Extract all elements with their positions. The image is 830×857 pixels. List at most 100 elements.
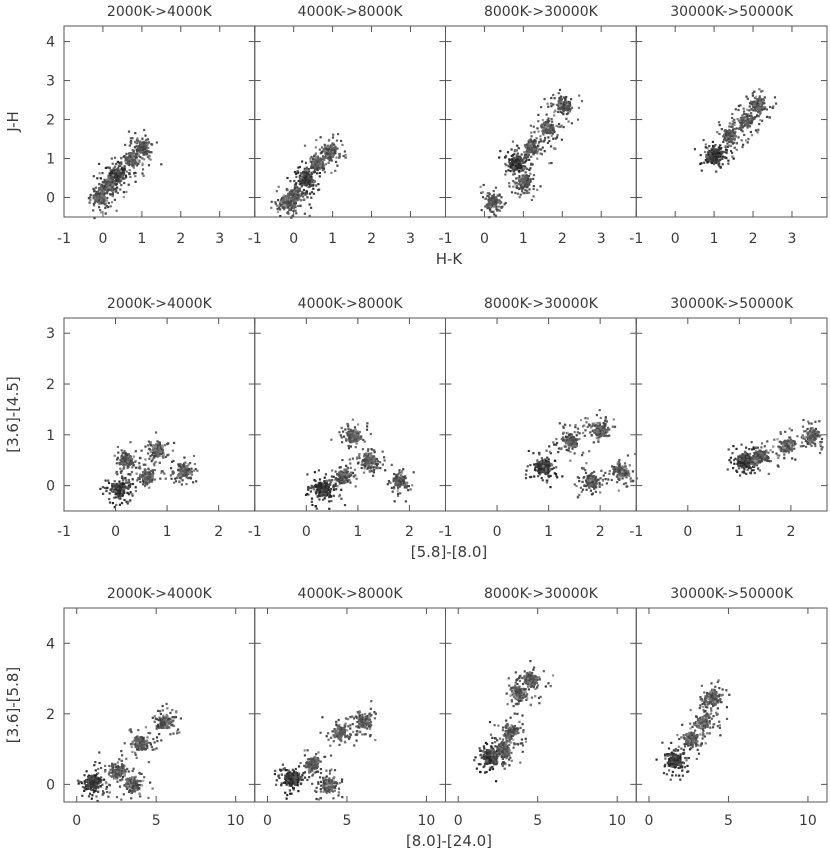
- scatter-point: [544, 121, 547, 124]
- scatter-point: [103, 192, 107, 195]
- scatter-point: [97, 190, 100, 193]
- scatter-point: [277, 185, 280, 188]
- scatter-point: [552, 103, 555, 106]
- scatter-point: [528, 147, 531, 150]
- scatter-point: [553, 114, 556, 117]
- scatter-point: [370, 454, 373, 458]
- scatter-point: [318, 478, 321, 481]
- scatter-point: [527, 141, 530, 144]
- scatter-point: [144, 141, 147, 144]
- scatter-point: [323, 497, 326, 500]
- scatter-point: [557, 122, 561, 126]
- scatter-point: [111, 502, 114, 505]
- scatter-point: [147, 141, 150, 145]
- scatter-point: [115, 209, 118, 212]
- scatter-point: [546, 120, 549, 123]
- scatter-point: [98, 172, 101, 175]
- scatter-point: [340, 497, 343, 500]
- scatter-point: [329, 144, 332, 147]
- scatter-point: [292, 198, 295, 202]
- scatter-point: [295, 212, 298, 215]
- scatter-point: [115, 471, 118, 474]
- scatter-point: [324, 490, 327, 493]
- scatter-point: [760, 106, 763, 110]
- scatter-point: [566, 103, 569, 106]
- scatter-point: [92, 197, 96, 200]
- scatter-point: [309, 173, 312, 177]
- scatter-cloud: [693, 88, 778, 173]
- scatter-point: [317, 188, 320, 192]
- scatter-point: [131, 137, 134, 140]
- scatter-point: [322, 167, 326, 170]
- scatter-point: [309, 160, 312, 163]
- scatter-point: [330, 495, 333, 498]
- scatter-point: [315, 184, 318, 187]
- scatter-point: [153, 461, 157, 464]
- scatter-point: [740, 119, 743, 122]
- scatter-point: [341, 473, 344, 476]
- scatter-point: [754, 116, 757, 119]
- scatter-point: [129, 156, 132, 159]
- scatter-point: [178, 480, 181, 483]
- scatter-point: [516, 177, 519, 180]
- scatter-point: [125, 500, 128, 504]
- scatter-point: [142, 153, 145, 156]
- scatter-point: [162, 456, 165, 459]
- scatter-point: [752, 100, 755, 103]
- scatter-point: [730, 125, 733, 128]
- scatter-point: [170, 467, 173, 470]
- scatter-point: [327, 161, 330, 164]
- scatter-point: [101, 181, 104, 184]
- scatter-point: [717, 154, 720, 157]
- scatter-point: [522, 161, 525, 164]
- scatter-point: [748, 109, 751, 112]
- scatter-point: [292, 207, 295, 210]
- scatter-point: [114, 174, 117, 177]
- scatter-point: [737, 108, 740, 112]
- scatter-point: [550, 145, 553, 148]
- scatter-point: [757, 100, 760, 103]
- scatter-point: [735, 142, 738, 145]
- scatter-point: [550, 96, 553, 100]
- scatter-point: [527, 142, 530, 145]
- scatter-point: [518, 175, 521, 178]
- scatter-point: [128, 152, 131, 155]
- scatter-point: [126, 466, 129, 470]
- scatter-point: [730, 138, 733, 141]
- scatter-point: [324, 150, 327, 154]
- scatter-point: [309, 184, 312, 187]
- scatter-point: [535, 149, 538, 152]
- scatter-point: [720, 150, 723, 153]
- scatter-point: [577, 106, 580, 109]
- scatter-point: [149, 441, 152, 444]
- scatter-point: [156, 444, 159, 447]
- scatter-point: [717, 163, 720, 166]
- scatter-point: [514, 191, 517, 195]
- scatter-point: [553, 97, 556, 100]
- scatter-point: [107, 481, 111, 485]
- scatter-point: [123, 482, 126, 486]
- panel-title: 2000K->4000K: [107, 4, 213, 20]
- scatter-point: [348, 458, 351, 461]
- scatter-point: [161, 445, 164, 448]
- scatter-point: [128, 485, 132, 489]
- scatter-point: [500, 196, 503, 199]
- scatter-point: [144, 151, 147, 154]
- scatter-point: [153, 454, 156, 458]
- scatter-point: [492, 190, 495, 193]
- scatter-point: [580, 100, 584, 103]
- scatter-point: [742, 143, 745, 146]
- scatter-point: [298, 176, 301, 179]
- scatter-point: [282, 197, 285, 200]
- scatter-point: [526, 175, 529, 178]
- scatter-point: [771, 106, 774, 109]
- scatter-point: [296, 170, 299, 173]
- scatter-point: [493, 213, 496, 216]
- scatter-point: [758, 107, 761, 110]
- scatter-point: [314, 483, 317, 486]
- scatter-point: [546, 129, 549, 132]
- scatter-point: [753, 90, 756, 93]
- scatter-point: [112, 188, 115, 191]
- scatter-point: [486, 194, 489, 197]
- scatter-point: [523, 192, 526, 195]
